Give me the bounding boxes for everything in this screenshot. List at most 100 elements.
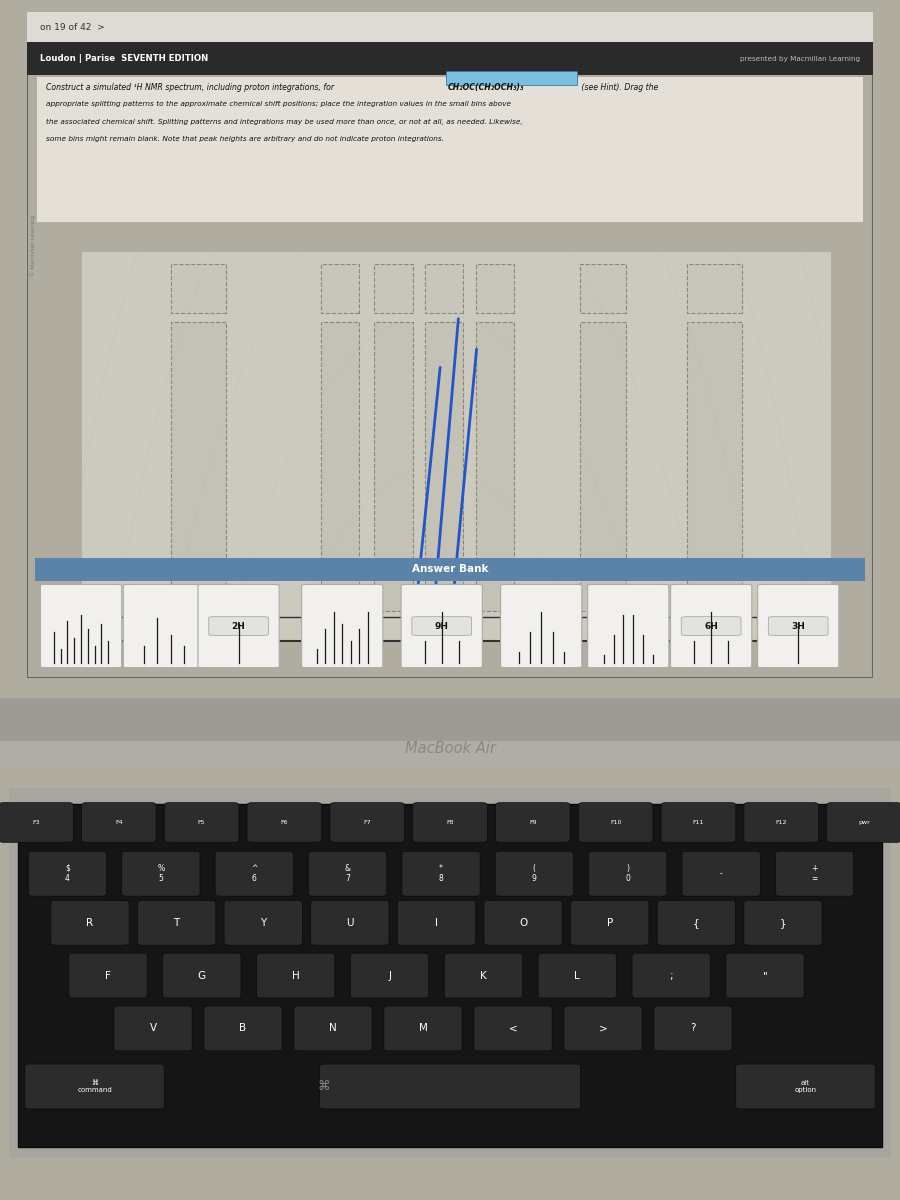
FancyBboxPatch shape — [320, 264, 359, 313]
Text: 2H: 2H — [231, 622, 246, 630]
Text: appropriate splitting patterns to the approximate chemical shift positions; plac: appropriate splitting patterns to the ap… — [46, 101, 510, 107]
Text: L: L — [574, 971, 580, 980]
FancyBboxPatch shape — [51, 900, 130, 946]
Text: Loudon | Parise  SEVENTH EDITION: Loudon | Parise SEVENTH EDITION — [40, 54, 208, 64]
FancyBboxPatch shape — [164, 803, 238, 842]
Text: {: { — [693, 918, 699, 928]
FancyBboxPatch shape — [256, 953, 335, 998]
FancyBboxPatch shape — [775, 851, 853, 896]
FancyBboxPatch shape — [473, 1006, 552, 1051]
FancyBboxPatch shape — [661, 803, 736, 842]
FancyBboxPatch shape — [68, 953, 147, 998]
FancyBboxPatch shape — [0, 803, 73, 842]
FancyBboxPatch shape — [302, 584, 382, 667]
Text: Y: Y — [260, 918, 266, 928]
Text: F12: F12 — [776, 820, 787, 824]
FancyBboxPatch shape — [500, 584, 581, 667]
FancyBboxPatch shape — [401, 851, 481, 896]
Text: }: } — [779, 918, 787, 928]
Text: F5: F5 — [198, 820, 205, 824]
FancyBboxPatch shape — [401, 584, 482, 667]
Text: F: F — [105, 971, 111, 980]
Bar — [35, 558, 865, 581]
FancyBboxPatch shape — [538, 953, 616, 998]
Bar — [9, 788, 891, 1158]
Text: (see Hint). Drag the: (see Hint). Drag the — [579, 83, 658, 92]
FancyBboxPatch shape — [170, 322, 226, 611]
Bar — [0, 698, 900, 740]
Bar — [0, 740, 900, 767]
Text: *
8: * 8 — [438, 864, 444, 883]
FancyBboxPatch shape — [425, 264, 464, 313]
FancyBboxPatch shape — [563, 1006, 643, 1051]
Text: ⌘
command: ⌘ command — [77, 1080, 112, 1093]
Text: I: I — [435, 918, 438, 928]
Text: Answer Bank: Answer Bank — [411, 564, 488, 575]
Text: T: T — [174, 918, 180, 928]
FancyBboxPatch shape — [657, 900, 735, 946]
Text: CH₂OC(CH₂OCH₃)₃: CH₂OC(CH₂OCH₃)₃ — [447, 83, 524, 92]
Text: ^
6: ^ 6 — [251, 864, 257, 883]
Text: G: G — [198, 971, 206, 980]
Text: P: P — [607, 918, 613, 928]
FancyBboxPatch shape — [681, 617, 741, 636]
Text: M: M — [418, 1024, 427, 1033]
Text: ;: ; — [670, 971, 673, 980]
FancyBboxPatch shape — [25, 1064, 164, 1109]
FancyBboxPatch shape — [113, 1006, 193, 1051]
FancyBboxPatch shape — [758, 584, 839, 667]
FancyBboxPatch shape — [412, 803, 488, 842]
FancyBboxPatch shape — [496, 803, 571, 842]
FancyBboxPatch shape — [670, 584, 752, 667]
Text: &
7: & 7 — [345, 864, 351, 883]
Bar — [18, 804, 882, 1147]
FancyBboxPatch shape — [40, 584, 122, 667]
FancyBboxPatch shape — [293, 1006, 373, 1051]
FancyBboxPatch shape — [329, 803, 405, 842]
FancyBboxPatch shape — [310, 900, 389, 946]
Text: F9: F9 — [529, 820, 536, 824]
FancyBboxPatch shape — [412, 617, 472, 636]
Text: ": " — [762, 971, 768, 980]
FancyBboxPatch shape — [198, 584, 279, 667]
FancyBboxPatch shape — [475, 322, 514, 611]
FancyBboxPatch shape — [81, 803, 157, 842]
Bar — [446, 71, 577, 85]
Text: presented by Macmillan Learning: presented by Macmillan Learning — [740, 55, 860, 61]
Text: pwr: pwr — [858, 820, 870, 824]
FancyBboxPatch shape — [475, 264, 514, 313]
Text: 9H: 9H — [435, 622, 449, 630]
Text: alt
option: alt option — [795, 1080, 816, 1093]
FancyBboxPatch shape — [589, 851, 667, 896]
FancyBboxPatch shape — [682, 851, 760, 896]
FancyBboxPatch shape — [580, 264, 626, 313]
FancyBboxPatch shape — [743, 900, 823, 946]
Text: F6: F6 — [281, 820, 288, 824]
FancyBboxPatch shape — [203, 1006, 283, 1051]
FancyBboxPatch shape — [374, 322, 413, 611]
Text: F7: F7 — [364, 820, 371, 824]
Text: >: > — [598, 1024, 608, 1033]
FancyBboxPatch shape — [743, 803, 819, 842]
Text: K: K — [480, 971, 487, 980]
Text: F11: F11 — [693, 820, 704, 824]
Text: some bins might remain blank. Note that peak heights are arbitrary and do not in: some bins might remain blank. Note that … — [46, 136, 444, 142]
Text: MacBook Air: MacBook Air — [405, 742, 495, 756]
FancyBboxPatch shape — [224, 900, 302, 946]
FancyBboxPatch shape — [445, 953, 523, 998]
Text: $
4: $ 4 — [65, 864, 70, 883]
Text: F8: F8 — [446, 820, 454, 824]
FancyBboxPatch shape — [320, 1064, 580, 1109]
FancyBboxPatch shape — [632, 953, 710, 998]
FancyBboxPatch shape — [687, 264, 742, 313]
FancyBboxPatch shape — [588, 584, 669, 667]
Text: ?: ? — [690, 1024, 696, 1033]
FancyBboxPatch shape — [374, 264, 413, 313]
FancyBboxPatch shape — [736, 1064, 875, 1109]
Text: <: < — [508, 1024, 518, 1033]
Text: F10: F10 — [610, 820, 621, 824]
Text: the associated chemical shift. Splitting patterns and integrations may be used m: the associated chemical shift. Splitting… — [46, 119, 522, 125]
Text: O: O — [519, 918, 527, 928]
Text: (
9: ( 9 — [532, 864, 536, 883]
FancyBboxPatch shape — [247, 803, 322, 842]
